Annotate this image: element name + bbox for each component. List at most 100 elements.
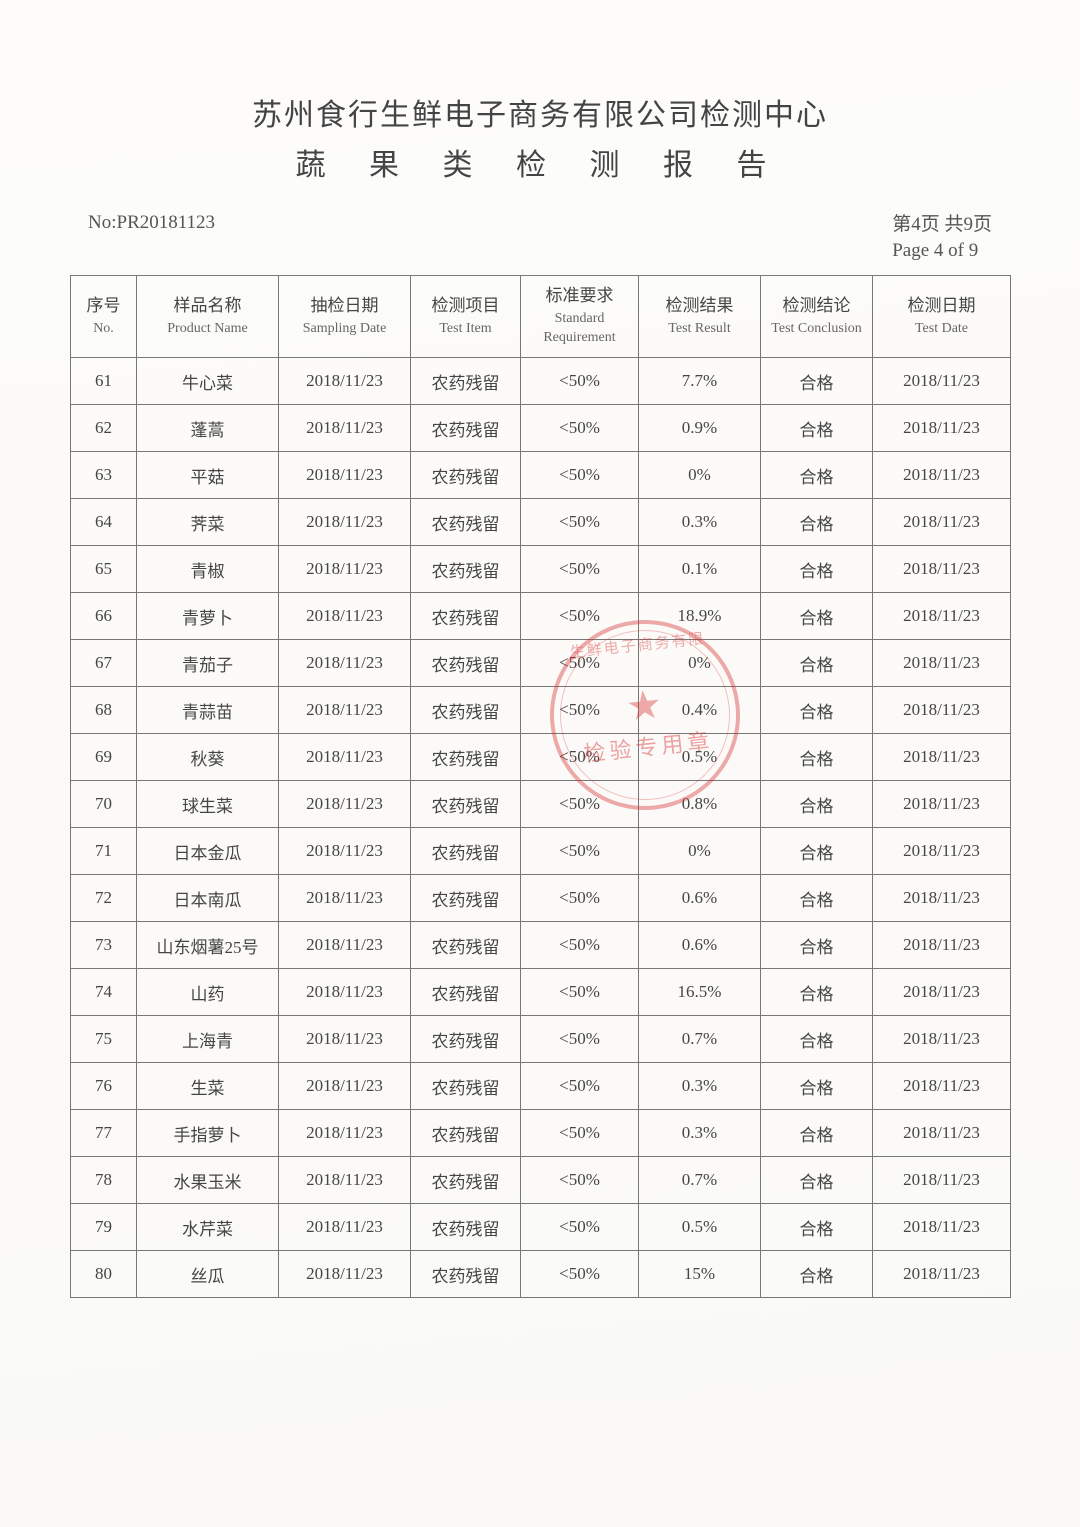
cell-col5: 16.5%: [639, 969, 761, 1016]
cell-col0: 73: [71, 922, 137, 969]
cell-col5: 0%: [639, 828, 761, 875]
cell-col2: 2018/11/23: [279, 1110, 411, 1157]
cell-col6: 合格: [761, 405, 873, 452]
cell-col7: 2018/11/23: [873, 358, 1011, 405]
cell-col0: 70: [71, 781, 137, 828]
cell-col6: 合格: [761, 1063, 873, 1110]
cell-col1: 生菜: [137, 1063, 279, 1110]
page-en: Page 4 of 9: [892, 238, 992, 264]
cell-col4: <50%: [521, 922, 639, 969]
cell-col2: 2018/11/23: [279, 546, 411, 593]
cell-col4: <50%: [521, 640, 639, 687]
cell-col6: 合格: [761, 546, 873, 593]
cell-col1: 日本金瓜: [137, 828, 279, 875]
cell-col3: 农药残留: [411, 875, 521, 922]
cell-col2: 2018/11/23: [279, 405, 411, 452]
cell-col6: 合格: [761, 499, 873, 546]
col-header-2: 抽检日期Sampling Date: [279, 276, 411, 358]
cell-col0: 72: [71, 875, 137, 922]
report-page: 苏州食行生鲜电子商务有限公司检测中心 蔬 果 类 检 测 报 告 No:PR20…: [0, 0, 1080, 1527]
cell-col2: 2018/11/23: [279, 969, 411, 1016]
cell-col1: 山药: [137, 969, 279, 1016]
cell-col1: 水芹菜: [137, 1204, 279, 1251]
cell-col5: 18.9%: [639, 593, 761, 640]
cell-col1: 山东烟薯25号: [137, 922, 279, 969]
cell-col6: 合格: [761, 452, 873, 499]
table-row: 78水果玉米2018/11/23农药残留<50%0.7%合格2018/11/23: [71, 1157, 1011, 1204]
cell-col6: 合格: [761, 875, 873, 922]
table-row: 80丝瓜2018/11/23农药残留<50%15%合格2018/11/23: [71, 1251, 1011, 1298]
cell-col5: 0.1%: [639, 546, 761, 593]
cell-col1: 丝瓜: [137, 1251, 279, 1298]
table-row: 71日本金瓜2018/11/23农药残留<50%0%合格2018/11/23: [71, 828, 1011, 875]
report-no-label: No:: [88, 212, 117, 233]
cell-col2: 2018/11/23: [279, 922, 411, 969]
cell-col5: 0.7%: [639, 1157, 761, 1204]
cell-col0: 66: [71, 593, 137, 640]
cell-col5: 0.5%: [639, 734, 761, 781]
cell-col5: 0.3%: [639, 1063, 761, 1110]
cell-col5: 0.9%: [639, 405, 761, 452]
table-row: 74山药2018/11/23农药残留<50%16.5%合格2018/11/23: [71, 969, 1011, 1016]
cell-col3: 农药残留: [411, 593, 521, 640]
table-row: 64荠菜2018/11/23农药残留<50%0.3%合格2018/11/23: [71, 499, 1011, 546]
page-cn: 第4页 共9页: [892, 212, 992, 238]
cell-col0: 76: [71, 1063, 137, 1110]
cell-col0: 61: [71, 358, 137, 405]
col-header-5: 检测结果Test Result: [639, 276, 761, 358]
cell-col0: 80: [71, 1251, 137, 1298]
cell-col7: 2018/11/23: [873, 499, 1011, 546]
cell-col3: 农药残留: [411, 828, 521, 875]
cell-col2: 2018/11/23: [279, 1157, 411, 1204]
test-report-table: 序号No.样品名称Product Name抽检日期Sampling Date检测…: [70, 275, 1011, 1298]
col-header-en: Product Name: [141, 320, 274, 339]
cell-col2: 2018/11/23: [279, 687, 411, 734]
col-header-en: Test Item: [415, 320, 516, 339]
col-header-cn: 检测结论: [765, 295, 868, 318]
cell-col4: <50%: [521, 1204, 639, 1251]
cell-col4: <50%: [521, 875, 639, 922]
col-header-1: 样品名称Product Name: [137, 276, 279, 358]
report-title-line1: 苏州食行生鲜电子商务有限公司检测中心: [70, 90, 1010, 134]
table-row: 70球生菜2018/11/23农药残留<50%0.8%合格2018/11/23: [71, 781, 1011, 828]
cell-col7: 2018/11/23: [873, 922, 1011, 969]
cell-col2: 2018/11/23: [279, 875, 411, 922]
cell-col7: 2018/11/23: [873, 546, 1011, 593]
cell-col5: 0.6%: [639, 875, 761, 922]
cell-col6: 合格: [761, 640, 873, 687]
cell-col3: 农药残留: [411, 1063, 521, 1110]
cell-col5: 7.7%: [639, 358, 761, 405]
cell-col6: 合格: [761, 922, 873, 969]
cell-col5: 15%: [639, 1251, 761, 1298]
cell-col1: 日本南瓜: [137, 875, 279, 922]
cell-col0: 77: [71, 1110, 137, 1157]
cell-col6: 合格: [761, 687, 873, 734]
cell-col4: <50%: [521, 499, 639, 546]
cell-col6: 合格: [761, 828, 873, 875]
cell-col7: 2018/11/23: [873, 969, 1011, 1016]
cell-col4: <50%: [521, 828, 639, 875]
cell-col3: 农药残留: [411, 452, 521, 499]
table-row: 77手指萝卜2018/11/23农药残留<50%0.3%合格2018/11/23: [71, 1110, 1011, 1157]
page-indicator: 第4页 共9页 Page 4 of 9: [892, 212, 992, 263]
cell-col6: 合格: [761, 969, 873, 1016]
cell-col0: 63: [71, 452, 137, 499]
cell-col5: 0%: [639, 452, 761, 499]
cell-col4: <50%: [521, 405, 639, 452]
col-header-6: 检测结论 Test Conclusion: [761, 276, 873, 358]
cell-col1: 平菇: [137, 452, 279, 499]
table-row: 72日本南瓜2018/11/23农药残留<50%0.6%合格2018/11/23: [71, 875, 1011, 922]
cell-col5: 0.7%: [639, 1016, 761, 1063]
cell-col7: 2018/11/23: [873, 828, 1011, 875]
cell-col7: 2018/11/23: [873, 875, 1011, 922]
cell-col6: 合格: [761, 1157, 873, 1204]
report-no-value: PR20181123: [117, 212, 216, 233]
cell-col5: 0.3%: [639, 499, 761, 546]
meta-row: No:PR20181123 第4页 共9页 Page 4 of 9: [88, 212, 992, 263]
table-row: 66青萝卜2018/11/23农药残留<50%18.9%合格2018/11/23: [71, 593, 1011, 640]
cell-col7: 2018/11/23: [873, 593, 1011, 640]
col-header-cn: 检测结果: [643, 295, 756, 318]
col-header-en: Test Conclusion: [765, 320, 868, 339]
cell-col6: 合格: [761, 1016, 873, 1063]
title-block: 苏州食行生鲜电子商务有限公司检测中心 蔬 果 类 检 测 报 告: [70, 90, 1010, 184]
